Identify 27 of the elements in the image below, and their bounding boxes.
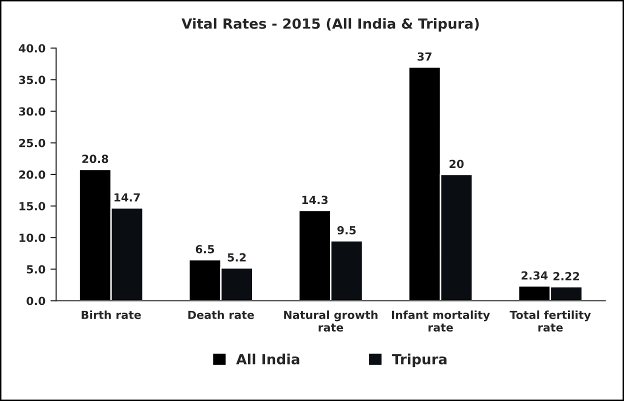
legend-label: Tripura — [392, 354, 446, 368]
data-label: 37 — [418, 52, 432, 61]
y-tick-label: 30.0 — [19, 107, 46, 116]
chart-title: Vital Rates - 2015 (All India & Tripura) — [182, 18, 479, 32]
data-label: 20.8 — [82, 154, 108, 164]
legend-label: All India — [236, 354, 300, 364]
data-label: 5.2 — [228, 253, 246, 262]
x-tick-label: Natural growth rate — [284, 310, 378, 332]
y-tick-label: 15.0 — [20, 202, 46, 210]
y-tick-label: 10.0 — [20, 234, 46, 242]
x-tick-label: Birth rate — [82, 310, 141, 320]
x-tick-label: Infant mortality rate — [392, 310, 490, 332]
data-label: 9.5 — [337, 226, 356, 234]
data-label: 6.5 — [196, 244, 214, 254]
data-label: 14.7 — [114, 193, 140, 202]
data-label: 2.34 — [522, 271, 548, 280]
data-label: 2.22 — [553, 272, 580, 280]
x-tick-label: Death rate — [188, 310, 254, 320]
y-tick-label: 35.0 — [19, 76, 46, 84]
data-label: 20 — [450, 160, 464, 168]
y-tick-label: 0.0 — [26, 296, 46, 306]
y-tick-label: 20.0 — [19, 170, 46, 179]
y-tick-label: 25.0 — [19, 138, 46, 148]
y-tick-label: 40.0 — [18, 44, 46, 52]
y-tick-label: 5.0 — [26, 265, 46, 274]
data-label: 14.3 — [302, 196, 328, 204]
x-tick-label: Total fertility rate — [510, 310, 591, 332]
